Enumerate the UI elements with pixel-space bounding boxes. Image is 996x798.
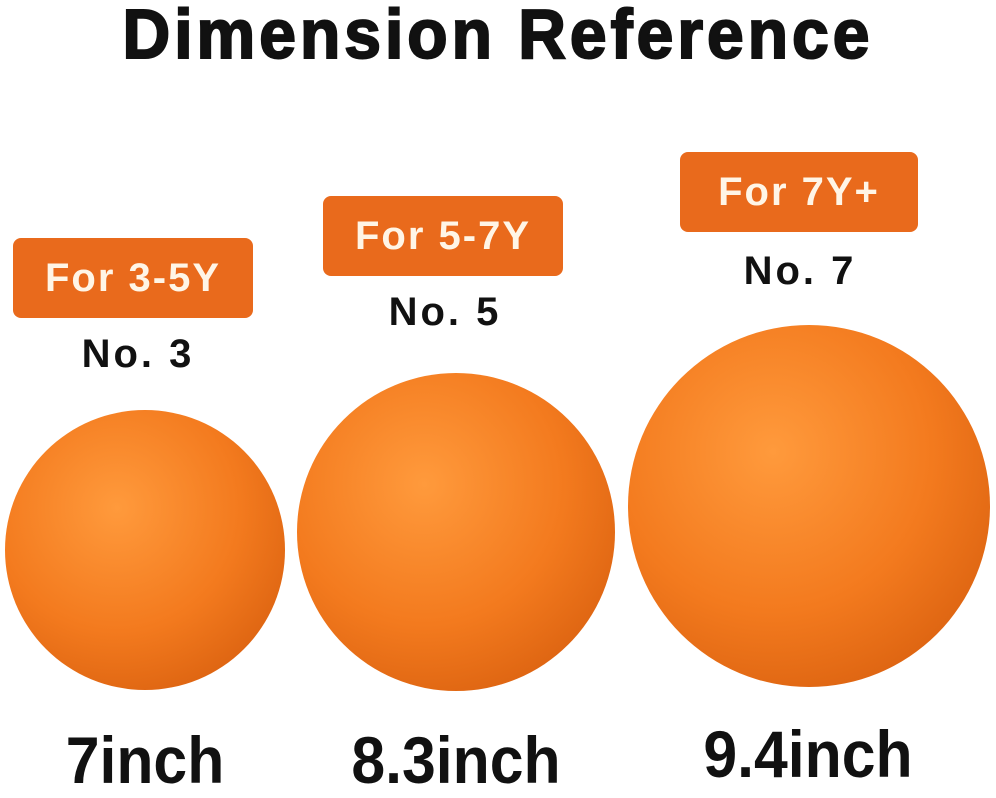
ball-no7 xyxy=(628,325,990,687)
size-label-no5: 8.3inch xyxy=(351,723,561,797)
size-label-no3: 7inch xyxy=(65,723,225,797)
age-badge-no3: For 3-5Y xyxy=(13,238,253,318)
ball-number-no5: No. 5 xyxy=(388,290,502,334)
size-label-no7: 9.4inch xyxy=(703,717,913,791)
ball-number-no3: No. 3 xyxy=(81,332,195,376)
ball-no5 xyxy=(297,373,615,691)
ball-number-no7: No. 7 xyxy=(743,249,857,293)
age-badge-no5: For 5-7Y xyxy=(323,196,563,276)
page-title: Dimension Reference xyxy=(122,0,874,74)
ball-no3 xyxy=(5,410,285,690)
age-badge-no7: For 7Y+ xyxy=(680,152,918,232)
